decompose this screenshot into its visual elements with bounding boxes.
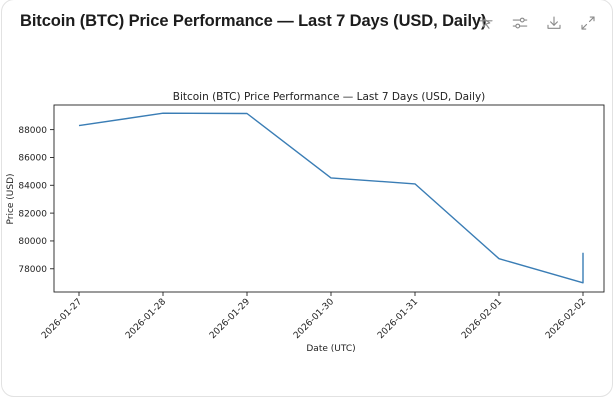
x-tick-label: 2026-01-30 (292, 297, 336, 341)
y-axis-label: Price (USD) (6, 173, 16, 224)
x-tick-label: 2026-02-02 (544, 297, 588, 341)
price-line (78, 112, 584, 284)
x-axis-label: Date (UTC) (306, 344, 355, 354)
y-tick-label: 78000 (18, 265, 47, 275)
expand-button[interactable] (578, 13, 598, 33)
settings-button[interactable] (510, 13, 530, 33)
card-title: Bitcoin (BTC) Price Performance — Last 7… (20, 12, 487, 30)
x-tick-label: 2026-01-28 (124, 297, 168, 341)
plot-frame (53, 104, 605, 293)
series-group (78, 112, 584, 284)
chart-title: Bitcoin (BTC) Price Performance — Last 7… (173, 91, 486, 103)
y-tick-label: 84000 (18, 181, 47, 191)
y-tick-label: 88000 (18, 126, 47, 136)
expand-icon (581, 16, 595, 30)
y-tick-label: 86000 (18, 154, 47, 164)
y-tick-label: 82000 (18, 209, 47, 219)
download-icon (547, 16, 561, 29)
sliders-icon (512, 17, 528, 29)
cursor-off-icon (479, 17, 493, 29)
download-button[interactable] (544, 13, 564, 33)
x-tick-label: 2026-01-31 (376, 297, 420, 341)
x-tick-label: 2026-02-01 (460, 297, 504, 341)
chart-toolbar (476, 13, 598, 33)
x-tick-label: 2026-01-27 (40, 297, 84, 341)
x-axis: 2026-01-27 2026-01-28 2026-01-29 2026-01-30… (40, 292, 588, 341)
hide-selection-button[interactable] (476, 13, 496, 33)
x-tick-label: 2026-01-29 (208, 297, 252, 341)
y-axis: 78000 80000 82000 84000 86000 88000 (18, 126, 54, 275)
y-tick-label: 80000 (18, 237, 47, 247)
